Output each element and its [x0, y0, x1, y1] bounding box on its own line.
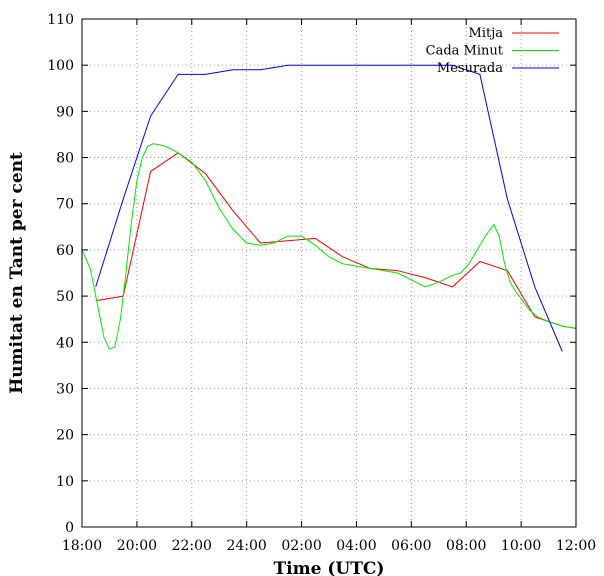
x-tick-label: 10:00	[501, 538, 541, 554]
y-tick-label: 90	[56, 104, 74, 120]
x-tick-label: 20:00	[117, 538, 157, 554]
legend-label-cada-minut: Cada Minut	[426, 44, 504, 59]
y-tick-label: 80	[56, 151, 74, 167]
series-line-mitja	[95, 152, 577, 329]
x-tick-label: 12:00	[556, 538, 596, 554]
y-tick-label: 50	[56, 289, 74, 305]
plot-frame	[81, 18, 577, 528]
y-tick-label: 10	[56, 474, 74, 490]
y-tick-label: 40	[56, 335, 74, 351]
series-line-mesurada	[95, 64, 563, 352]
y-tick-label: 60	[56, 243, 74, 259]
series-lines	[81, 64, 577, 352]
y-tick-label: 70	[56, 197, 74, 213]
legend-label-mesurada: Mesurada	[437, 61, 503, 76]
y-tick-label: 100	[47, 58, 74, 74]
x-tick-label: 22:00	[172, 538, 212, 554]
x-tick-label: 04:00	[336, 538, 376, 554]
x-tick-label: 08:00	[446, 538, 486, 554]
x-tick-label: 24:00	[226, 538, 266, 554]
y-tick-label: 20	[56, 428, 74, 444]
legend-label-mitja: Mitja	[469, 26, 504, 41]
legend: Mitja Cada Minut Mesurada	[426, 26, 559, 76]
grid-lines	[82, 19, 576, 527]
x-tick-label: 06:00	[391, 538, 431, 554]
axis-ticks	[81, 18, 577, 528]
y-tick-label: 0	[65, 520, 74, 536]
y-tick-label: 30	[56, 381, 74, 397]
x-tick-labels: 18:00 20:00 22:00 24:00 02:00 04:00 06:00 08:00…	[62, 538, 596, 554]
x-axis-title: Time (UTC)	[274, 559, 385, 576]
y-axis-title: Humitat en Tant per cent	[7, 152, 27, 394]
series-line-cada-minut	[81, 143, 577, 350]
y-tick-labels: 0 10 20 30 40 50 60 70 80 90 100 110	[47, 12, 74, 536]
y-tick-label: 110	[47, 12, 74, 28]
x-tick-label: 02:00	[281, 538, 321, 554]
x-tick-label: 18:00	[62, 538, 102, 554]
